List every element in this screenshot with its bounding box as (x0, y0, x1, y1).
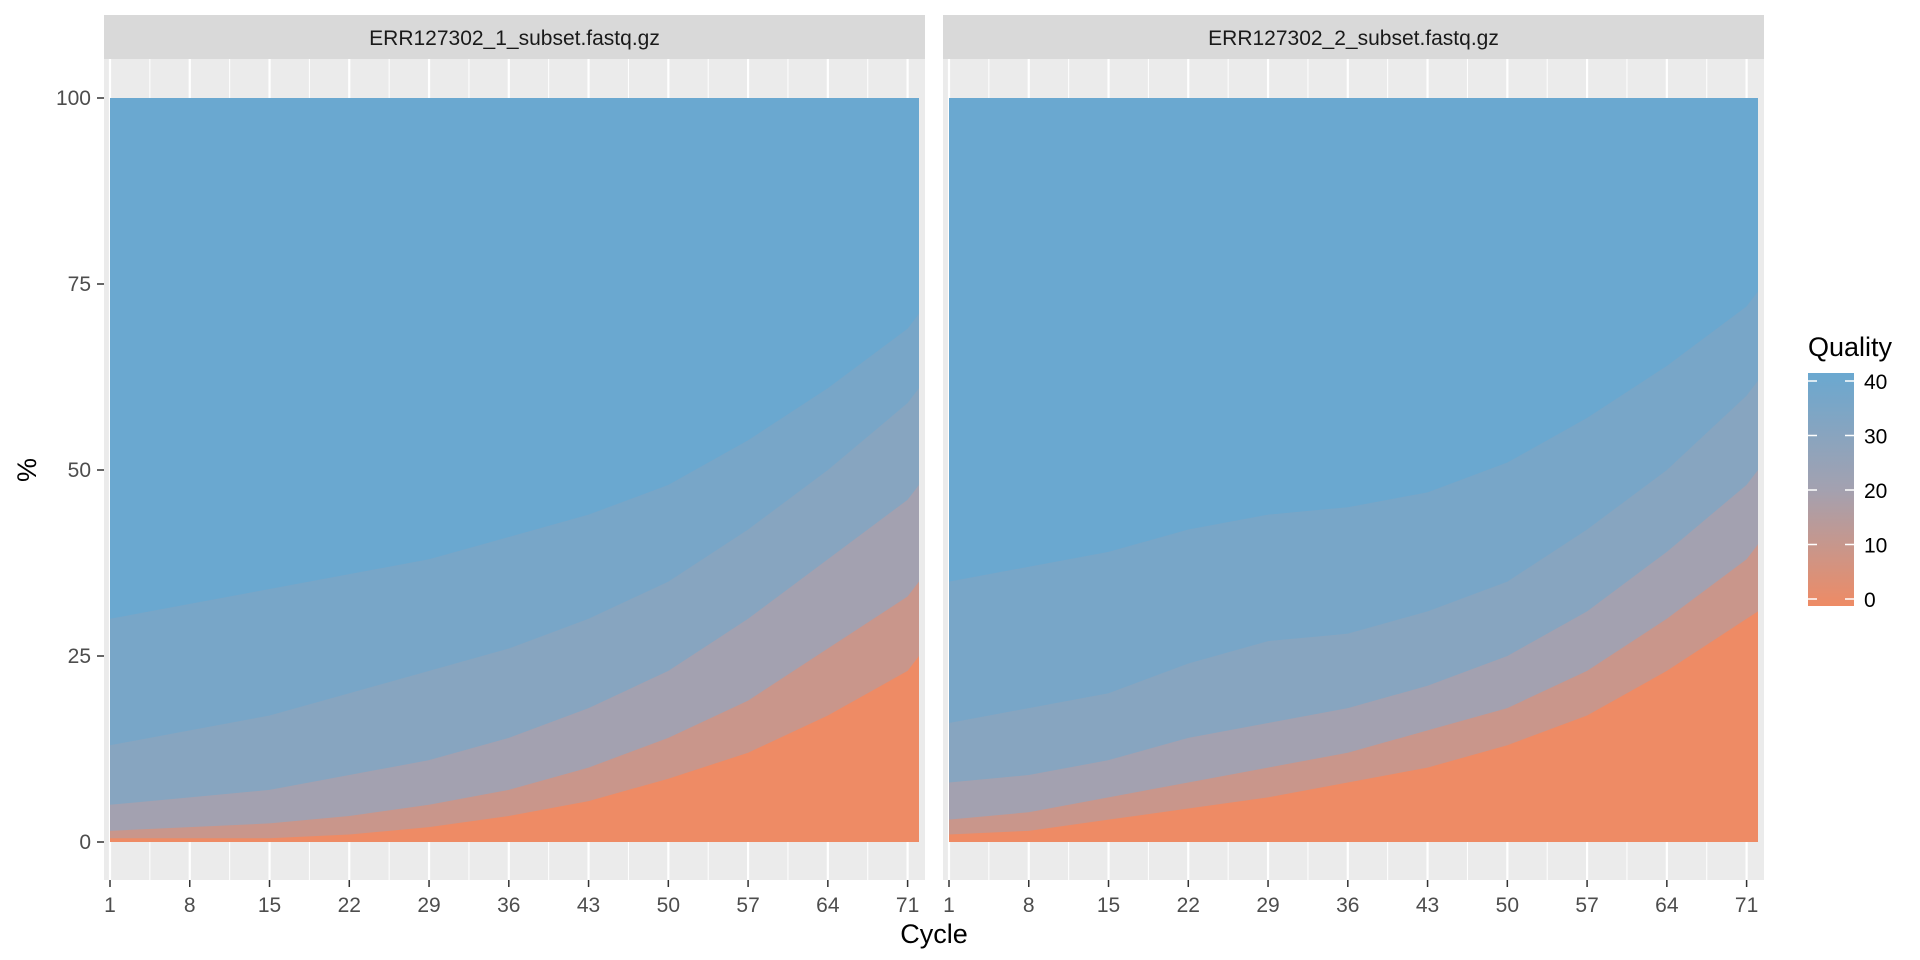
x-axis-panel-2: 1 8 15 22 29 36 43 50 57 64 71 (943, 880, 1758, 917)
legend-tick-label: 20 (1864, 480, 1887, 503)
x-tick-label: 22 (338, 894, 361, 917)
x-tick-label: 50 (1496, 894, 1519, 917)
strip-background (943, 15, 1764, 59)
x-tick-label: 29 (1256, 894, 1279, 917)
x-tick-label: 36 (1336, 894, 1359, 917)
quality-area-layers (110, 98, 919, 842)
x-tick-label: 29 (417, 894, 440, 917)
legend-tick-label: 10 (1864, 535, 1887, 558)
x-tick-label: 43 (577, 894, 600, 917)
x-tick-label: 57 (1575, 894, 1598, 917)
x-tick-label: 15 (1097, 894, 1120, 917)
y-axis-title: % (12, 458, 42, 482)
x-tick-label: 71 (1735, 894, 1758, 917)
legend-tick-label: 40 (1864, 371, 1887, 394)
x-axis-panel-1: 1 8 15 22 29 36 43 50 57 64 71 (104, 880, 919, 917)
x-tick-label: 8 (1023, 894, 1035, 917)
strip-background (104, 15, 925, 59)
x-tick-label: 64 (1655, 894, 1679, 917)
strip-label: ERR127302_1_subset.fastq.gz (369, 27, 660, 50)
y-tick-label: 75 (68, 273, 91, 296)
y-tick-label: 0 (79, 831, 91, 854)
quality-area-layers (949, 98, 1758, 842)
facet-panel-1: ERR127302_1_subset.fastq.gz (104, 15, 925, 880)
legend-title: Quality (1808, 332, 1893, 362)
quality-area-q0 (949, 611, 1758, 842)
x-tick-label: 1 (943, 894, 955, 917)
x-tick-label: 1 (104, 894, 116, 917)
x-tick-label: 22 (1177, 894, 1200, 917)
quality-area-q0 (110, 656, 919, 842)
legend-ticks: 0 10 20 30 40 (1808, 371, 1887, 612)
facet-panel-2: ERR127302_2_subset.fastq.gz (943, 15, 1764, 880)
y-tick-label: 100 (56, 87, 91, 110)
x-tick-label: 57 (736, 894, 759, 917)
x-tick-label: 43 (1416, 894, 1439, 917)
y-tick-label: 50 (68, 459, 91, 482)
legend-tick-label: 30 (1864, 426, 1887, 449)
y-tick-label: 25 (68, 645, 91, 668)
legend: Quality 0 10 20 30 40 (1808, 332, 1893, 612)
y-axis: 0 25 50 75 100 (56, 87, 104, 854)
x-tick-label: 8 (184, 894, 196, 917)
legend-tick-label: 0 (1864, 589, 1876, 612)
x-tick-label: 36 (497, 894, 520, 917)
x-axis-title: Cycle (900, 919, 968, 949)
x-tick-label: 50 (657, 894, 680, 917)
x-tick-label: 64 (816, 894, 840, 917)
x-tick-label: 15 (258, 894, 281, 917)
strip-label: ERR127302_2_subset.fastq.gz (1208, 27, 1499, 50)
x-tick-label: 71 (896, 894, 919, 917)
